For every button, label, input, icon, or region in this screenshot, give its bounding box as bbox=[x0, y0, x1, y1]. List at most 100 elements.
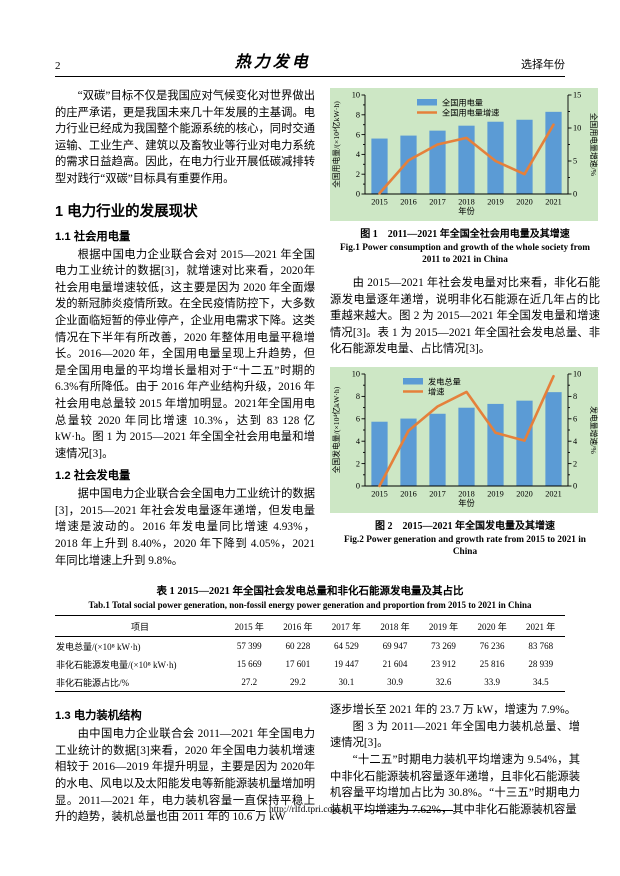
table-cell: 25 816 bbox=[479, 659, 505, 670]
table-cell: 15 669 bbox=[236, 659, 262, 670]
svg-text:4: 4 bbox=[573, 437, 578, 446]
section-1-1-heading: 1.1 社会用电量 bbox=[55, 230, 131, 243]
svg-text:8: 8 bbox=[356, 111, 360, 120]
table-cell: 17 601 bbox=[285, 659, 311, 670]
svg-text:6: 6 bbox=[573, 414, 577, 423]
table-col-header: 2015 年 bbox=[234, 621, 264, 632]
svg-text:年份: 年份 bbox=[458, 206, 475, 216]
svg-text:10: 10 bbox=[573, 370, 581, 379]
section-1-heading: 1 电力行业的发展现状 bbox=[55, 203, 198, 220]
table-row: 非化石能源占比/% 27.2 29.2 30.1 30.9 32.6 33.9 34.5 bbox=[55, 673, 565, 692]
table-row: 非化石能源发电量/(×10⁸ kW·h) 15 669 17 601 19 447 21… bbox=[55, 655, 565, 673]
table-col-header: 2017 年 bbox=[331, 621, 362, 632]
paper-page: 2 热力发电 选择年份 “双碳”目标不仅是我国应对气候变化对世界做出的庄严承诺，… bbox=[55, 48, 600, 826]
svg-text:2017: 2017 bbox=[429, 489, 446, 498]
svg-text:2017: 2017 bbox=[429, 198, 446, 207]
table-cell: 32.6 bbox=[435, 677, 452, 688]
svg-text:全国发电量/(×10⁴亿kW·h): 全国发电量/(×10⁴亿kW·h) bbox=[331, 386, 341, 473]
table-cell: 28 939 bbox=[528, 659, 554, 670]
section-1-3-heading: 1.3 电力装机结构 bbox=[55, 710, 142, 723]
page-footer: http://rlfd.tpri.com.cn bbox=[55, 805, 565, 815]
svg-text:增速: 增速 bbox=[428, 386, 444, 396]
svg-text:0: 0 bbox=[573, 190, 577, 199]
table: 项目 2015 年 2016 年 2017 年 2018 年 2019 年 2020 年 20… bbox=[55, 615, 565, 693]
bottom-right-column: 逐步增长至 2021 年的 23.7 万 kW，增速为 7.9%。 图 3 为 … bbox=[330, 702, 580, 826]
table-cell: 33.9 bbox=[484, 677, 500, 688]
table-cell: 30.1 bbox=[338, 677, 355, 688]
page-header: 2 热力发电 选择年份 bbox=[55, 48, 565, 77]
journal-title: 热力发电 bbox=[234, 54, 311, 71]
section-1-2-heading: 1.2 社会发电量 bbox=[55, 470, 131, 483]
table-cell: 23 912 bbox=[431, 659, 456, 670]
svg-text:4: 4 bbox=[356, 150, 361, 159]
page-number: 2 bbox=[55, 60, 61, 72]
svg-text:2015: 2015 bbox=[371, 489, 388, 498]
fig-discussion-paragraph: 由 2015—2021 年社会发电量对比来看，非化石能源发电量逐年递增，说明非化… bbox=[330, 277, 600, 356]
footer-rule-right bbox=[365, 809, 454, 811]
fig2-caption-cn: 图 2 2015—2021 年全国发电量及其增速 bbox=[375, 520, 555, 532]
svg-text:10: 10 bbox=[352, 370, 360, 379]
svg-text:全国用电量: 全国用电量 bbox=[442, 98, 483, 108]
table-cell: 27.2 bbox=[241, 677, 258, 688]
main-columns: “双碳”目标不仅是我国应对气候变化对世界做出的庄严承诺，更是我国未来几十年发展的… bbox=[55, 88, 600, 569]
svg-text:发电总量: 发电总量 bbox=[428, 376, 461, 386]
table-body: 发电总量/(×10⁸ kW·h) 57 399 60 228 64 529 69 947… bbox=[55, 637, 565, 692]
svg-text:8: 8 bbox=[573, 392, 577, 401]
table-section: 表 1 2015—2021 年全国社会发电总量和非化石能源发电量及其占比 Tab… bbox=[55, 583, 565, 693]
svg-text:2019: 2019 bbox=[487, 489, 504, 498]
fig2-chart: 0 2 4 6 8 10 0 2 4 6 8 10 2015 2016 2017 2018 2019 2020 20… bbox=[330, 366, 598, 513]
bottom-columns: 1.3 电力装机结构 由中国电力企业联合会 2011—2021 年全国电力工业统… bbox=[55, 702, 600, 826]
svg-text:2020: 2020 bbox=[516, 198, 533, 207]
table-cell: 73 269 bbox=[431, 641, 456, 652]
svg-text:2015: 2015 bbox=[371, 198, 388, 207]
fig1-caption-cn: 图 1 2011—2021 年全国全社会用电量及其增速 bbox=[360, 229, 570, 240]
table-cell: 60 228 bbox=[285, 641, 311, 652]
svg-text:2021: 2021 bbox=[545, 198, 562, 207]
svg-text:全国用电量增速: 全国用电量增速 bbox=[442, 108, 499, 118]
table-cell: 29.2 bbox=[289, 677, 306, 688]
section-1-2-paragraph: 据中国电力企业联合会全国电力工业统计的数据[3]，2015—2021 年社会发电… bbox=[55, 488, 315, 567]
svg-text:2018: 2018 bbox=[458, 489, 475, 498]
svg-text:2: 2 bbox=[356, 170, 360, 179]
svg-text:15: 15 bbox=[573, 91, 581, 100]
svg-text:10: 10 bbox=[352, 91, 360, 100]
table-cell: 发电总量/(×10⁸ kW·h) bbox=[56, 641, 141, 652]
fig3-reference-paragraph: 图 3 为 2011—2021 年全国电力装机总量、增速情况[3]。 bbox=[330, 720, 580, 750]
svg-text:6: 6 bbox=[356, 130, 360, 139]
table-cell: 76 236 bbox=[479, 641, 505, 652]
svg-text:6: 6 bbox=[356, 414, 360, 423]
table-col-header: 2020 年 bbox=[477, 621, 507, 632]
svg-text:年份: 年份 bbox=[458, 498, 475, 508]
svg-text:2021: 2021 bbox=[545, 489, 562, 498]
svg-text:2: 2 bbox=[356, 459, 360, 468]
table-cell: 57 399 bbox=[236, 641, 262, 652]
svg-text:2016: 2016 bbox=[400, 198, 417, 207]
table-col-header: 项目 bbox=[130, 621, 149, 632]
svg-text:4: 4 bbox=[356, 437, 361, 446]
table-col-header: 2018 年 bbox=[380, 621, 410, 632]
right-column: 0 2 4 6 8 10 0 5 10 15 2015 2016 2017 2018 2019 2020 202… bbox=[330, 88, 600, 569]
year-selector-link[interactable]: 选择年份 bbox=[520, 59, 565, 71]
continuation-paragraph: 逐步增长至 2021 年的 23.7 万 kW，增速为 7.9%。 bbox=[330, 704, 577, 717]
journal-url-link[interactable]: http://rlfd.tpri.com.cn bbox=[268, 805, 352, 815]
table-header: 项目 2015 年 2016 年 2017 年 2018 年 2019 年 2020 年 20… bbox=[55, 616, 565, 637]
svg-text:全国用电量增速/%: 全国用电量增速/% bbox=[589, 113, 598, 177]
fig1-caption-en: Fig.1 Power consumption and growth of th… bbox=[340, 243, 590, 265]
intro-paragraph: “双碳”目标不仅是我国应对气候变化对世界做出的庄严承诺，更是我国未来几十年发展的… bbox=[55, 90, 315, 185]
table-cell: 64 529 bbox=[334, 641, 359, 652]
bottom-left-column: 1.3 电力装机结构 由中国电力企业联合会 2011—2021 年全国电力工业统… bbox=[55, 702, 315, 826]
table-cell: 非化石能源发电量/(×10⁸ kW·h) bbox=[56, 659, 177, 670]
table-col-header: 2021 年 bbox=[526, 621, 556, 632]
svg-text:0: 0 bbox=[356, 190, 360, 199]
table-cell: 19 447 bbox=[334, 659, 359, 670]
left-column: “双碳”目标不仅是我国应对气候变化对世界做出的庄严承诺，更是我国未来几十年发展的… bbox=[55, 88, 315, 569]
svg-text:2: 2 bbox=[573, 459, 577, 468]
fig2-caption-en: Fig.2 Power generation and growth rate f… bbox=[344, 534, 586, 557]
five-year-plan-paragraph: “十二五”时期电力装机平均增速为 9.54%，其中非化石能源装机容量逐年递增，且… bbox=[330, 754, 580, 816]
section-1-3-paragraph: 由中国电力企业联合会 2011—2021 年全国电力工业统计的数据[3]来看，2… bbox=[55, 728, 315, 824]
svg-text:2019: 2019 bbox=[487, 198, 504, 207]
table-cell: 69 947 bbox=[382, 641, 408, 652]
svg-text:全国用电量/(×10⁴亿kW·h): 全国用电量/(×10⁴亿kW·h) bbox=[331, 101, 341, 188]
table-cell: 21 604 bbox=[382, 659, 408, 670]
svg-text:5: 5 bbox=[573, 157, 577, 166]
